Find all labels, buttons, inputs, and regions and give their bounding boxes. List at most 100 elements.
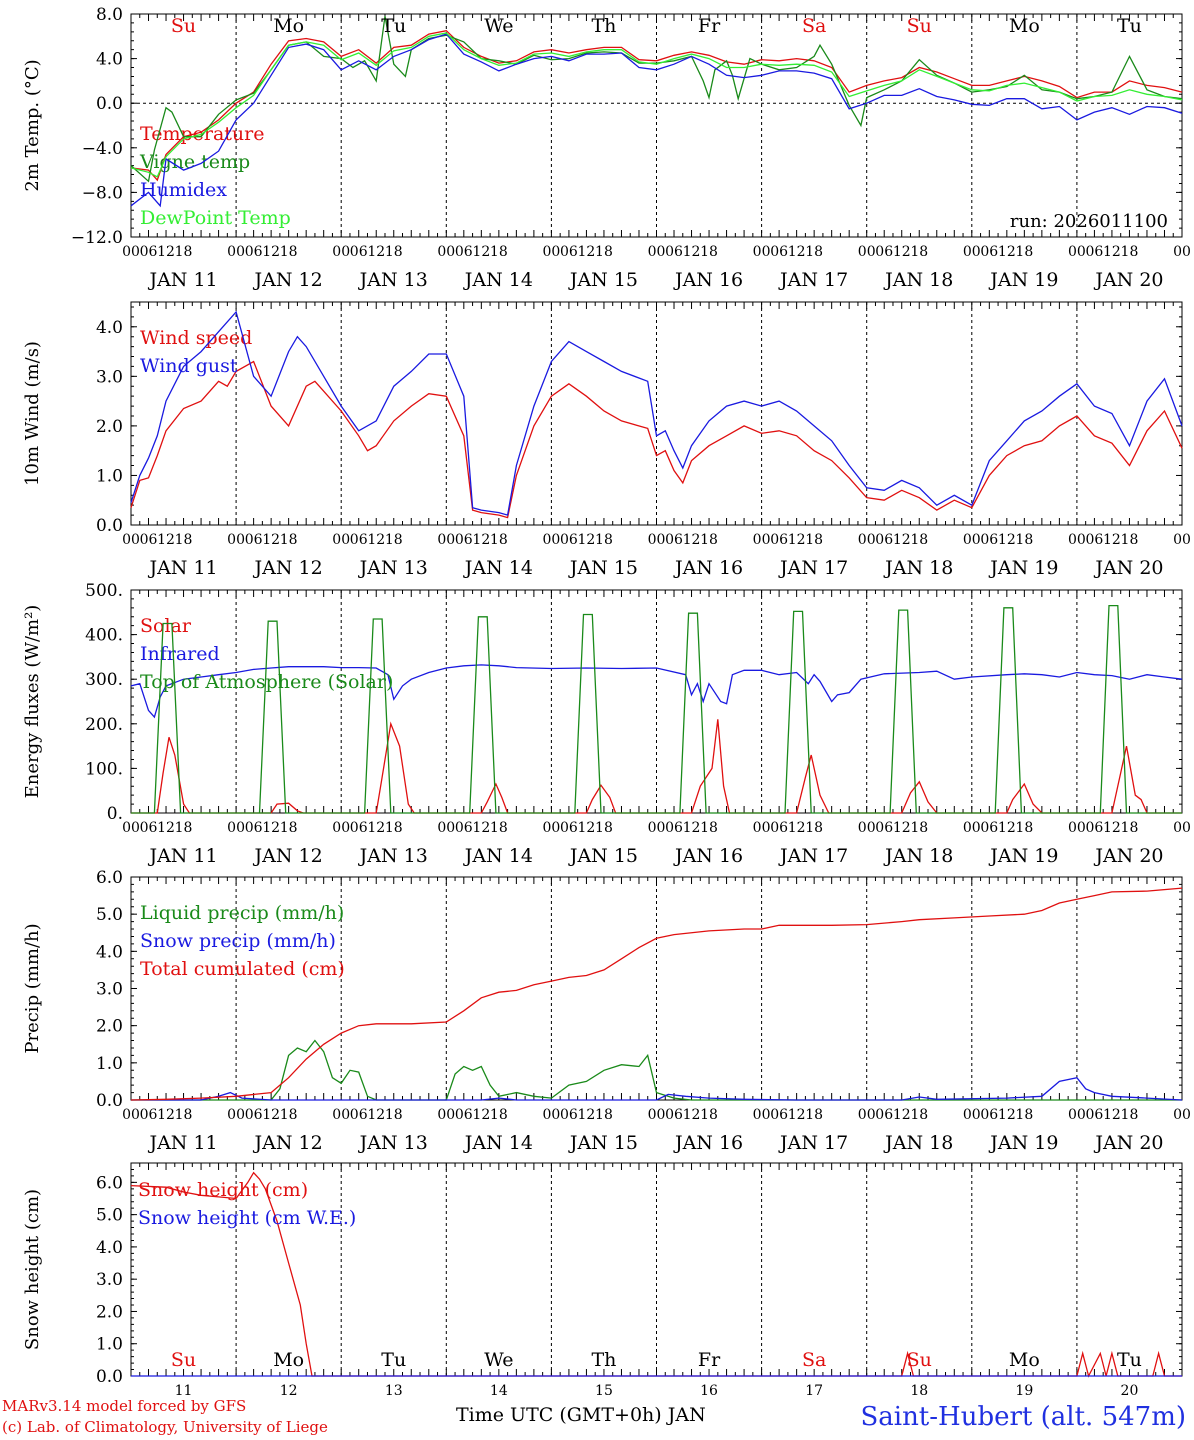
precip-date-label: JAN 12	[253, 1132, 323, 1154]
temp-y-tick-label: 8.0	[96, 5, 123, 25]
temp-weekday-label: Sa	[802, 15, 826, 37]
flux-hour-tick-label: 18	[1121, 820, 1139, 836]
flux-date-label: JAN 14	[463, 845, 533, 867]
precip-hour-tick-label: 12	[157, 1107, 175, 1123]
temp-date-label: JAN 15	[568, 269, 638, 291]
temp-hour-tick-label: 12	[472, 244, 490, 260]
precip-x-ticks	[130, 877, 1183, 1100]
wind-hour-tick-label: 18	[175, 532, 193, 548]
wind-y-axis-label: 10m Wind (m/s)	[22, 341, 43, 486]
flux-series-line	[131, 604, 1182, 814]
snow-weekday-label: Fr	[698, 1349, 721, 1371]
wind-hour-tick-label: 18	[1015, 532, 1033, 548]
flux-hour-tick-label: 06	[560, 820, 578, 836]
precip-date-label: JAN 20	[1093, 1132, 1163, 1154]
wind-hour-tick-label: 06	[875, 532, 893, 548]
precip-hour-tick-label: 12	[788, 1107, 806, 1123]
precip-y-tick-label: 3.0	[96, 980, 123, 1000]
precip-hour-tick-label: 06	[455, 1107, 473, 1123]
flux-y-tick-label: 300.	[85, 670, 123, 690]
temp-hour-tick-label: 06	[350, 244, 368, 260]
precip-date-label: JAN 13	[358, 1132, 428, 1154]
temp-weekday-label: Mo	[273, 15, 304, 37]
temp-hour-tick-label: 00	[753, 244, 771, 260]
precip-series-line	[130, 887, 1183, 1101]
precip-date-label: JAN 11	[147, 1132, 217, 1154]
flux-hour-tick-label: 12	[262, 820, 280, 836]
precip-hour-tick-label: 18	[805, 1107, 823, 1123]
model-credit-line: MARv3.14 model forced by GFS	[2, 1397, 247, 1415]
wind-y-tick-label: 1.0	[96, 466, 123, 486]
temp-hour-tick-label: 12	[367, 244, 385, 260]
wind-hour-tick-label: 06	[455, 532, 473, 548]
temp-hour-tick-label: 18	[595, 244, 613, 260]
flux-hour-tick-label: 06	[140, 820, 158, 836]
precip-legend-entry: Liquid precip (mm/h)	[140, 902, 344, 924]
snow-y-tick-label: 1.0	[96, 1335, 123, 1355]
snow-day-number-label: 16	[700, 1383, 718, 1399]
flux-hour-tick-label: 06	[980, 820, 998, 836]
flux-hour-tick-label: 18	[700, 820, 718, 836]
wind-hour-tick-label: 12	[367, 532, 385, 548]
flux-hour-tick-label: 00	[963, 820, 981, 836]
precip-hour-tick-label: 00	[542, 1107, 560, 1123]
wind-hour-tick-label: 00	[1173, 532, 1191, 548]
temp-hour-tick-label: 18	[1015, 244, 1033, 260]
precip-y-tick-label: 6.0	[96, 868, 123, 888]
precip-hour-tick-label: 06	[980, 1107, 998, 1123]
wind-hour-tick-label: 12	[578, 532, 596, 548]
flux-hour-tick-label: 18	[490, 820, 508, 836]
wind-date-label: JAN 14	[463, 557, 533, 579]
wind-x-ticks	[130, 302, 1183, 525]
wind-hour-tick-label: 00	[648, 532, 666, 548]
wind-hour-tick-label: 18	[595, 532, 613, 548]
wind-hour-tick-label: 00	[542, 532, 560, 548]
wind-hour-tick-label: 12	[788, 532, 806, 548]
temp-date-label: JAN 16	[673, 269, 743, 291]
flux-hour-tick-label: 00	[227, 820, 245, 836]
wind-hour-tick-label: 00	[858, 532, 876, 548]
precip-hour-tick-label: 18	[175, 1107, 193, 1123]
snow-weekday-label: We	[484, 1349, 513, 1371]
wind-hour-tick-label: 06	[665, 532, 683, 548]
flux-date-label: JAN 18	[883, 845, 953, 867]
temp-hour-tick-label: 12	[1103, 244, 1121, 260]
flux-y-tick-label: 200.	[85, 715, 123, 735]
wind-hour-tick-label: 18	[700, 532, 718, 548]
wind-hour-tick-label: 06	[560, 532, 578, 548]
temp-hour-tick-label: 06	[770, 244, 788, 260]
flux-frame	[130, 589, 1183, 814]
wind-hour-tick-label: 06	[1086, 532, 1104, 548]
temp-hour-tick-label: 00	[332, 244, 350, 260]
snow-day-number-label: 17	[805, 1383, 823, 1399]
flux-hour-tick-label: 00	[858, 820, 876, 836]
temp-y-tick-label: −4.0	[82, 139, 123, 159]
precip-y-tick-label: 0.0	[96, 1091, 123, 1111]
precip-legend-entry: Snow precip (mm/h)	[140, 930, 336, 952]
precip-date-label: JAN 15	[568, 1132, 638, 1154]
temp-legend-entry: Vigne temp	[139, 151, 250, 173]
wind-hour-tick-label: 06	[770, 532, 788, 548]
wind-hour-tick-label: 00	[122, 532, 140, 548]
snow-y-axis-label: Snow height (cm)	[22, 1189, 43, 1350]
precip-hour-tick-label: 06	[875, 1107, 893, 1123]
flux-hour-tick-label: 00	[1173, 820, 1191, 836]
precip-hour-tick-label: 12	[1103, 1107, 1121, 1123]
wind-hour-tick-label: 00	[437, 532, 455, 548]
temp-weekday-label: Fr	[698, 15, 721, 37]
precip-hour-tick-label: 00	[332, 1107, 350, 1123]
temp-hour-tick-label: 06	[560, 244, 578, 260]
wind-hour-tick-label: 12	[893, 532, 911, 548]
temp-hour-tick-label: 12	[683, 244, 701, 260]
snow-y-tick-label: 0.0	[96, 1367, 123, 1387]
wind-y-tick-label: 3.0	[96, 367, 123, 387]
temp-date-label: JAN 20	[1093, 269, 1163, 291]
wind-hour-tick-label: 12	[683, 532, 701, 548]
temp-weekday-label: We	[484, 15, 513, 37]
precip-hour-tick-label: 06	[245, 1107, 263, 1123]
temp-hour-tick-label: 12	[578, 244, 596, 260]
flux-hour-tick-label: 18	[280, 820, 298, 836]
temp-hour-tick-label: 06	[245, 244, 263, 260]
precip-hour-tick-label: 00	[858, 1107, 876, 1123]
precip-hour-tick-label: 12	[262, 1107, 280, 1123]
